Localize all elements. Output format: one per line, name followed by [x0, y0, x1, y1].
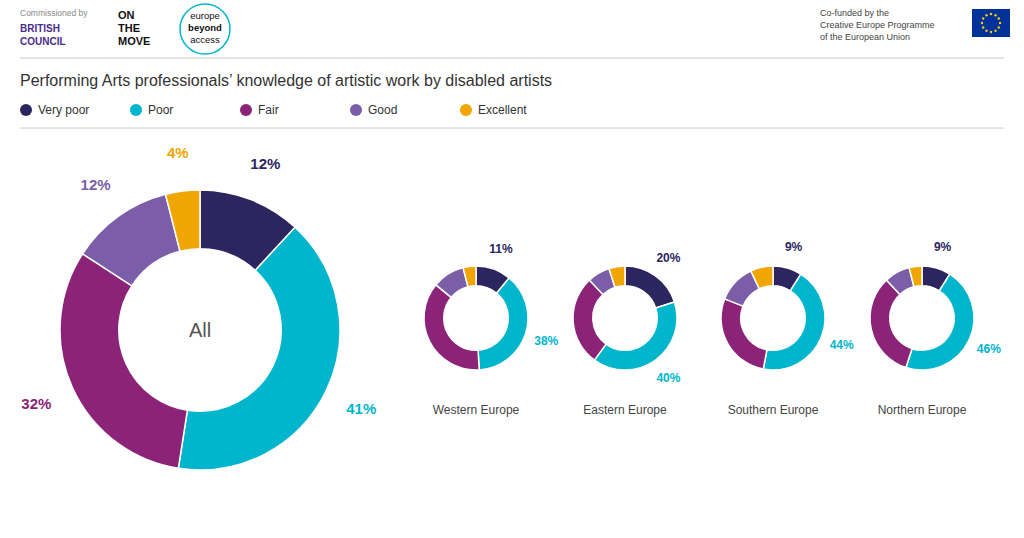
eu-star: [994, 30, 996, 32]
eu-star: [994, 14, 996, 16]
annotation: Commissioned by: [20, 8, 88, 18]
legend-label: Poor: [148, 103, 173, 117]
donut-label: Southern Europe: [728, 403, 819, 417]
donut-label: Western Europe: [433, 403, 520, 417]
donut: [721, 266, 825, 370]
data-label: 20%: [656, 251, 680, 265]
legend-swatch: [20, 104, 32, 116]
data-label: 9%: [785, 240, 803, 254]
legend-swatch: [460, 104, 472, 116]
eu-star: [981, 22, 983, 24]
legend-label: Excellent: [478, 103, 527, 117]
donut: [60, 190, 340, 470]
eu-star: [990, 31, 992, 33]
donut-segment: [436, 268, 468, 298]
eu-flag: [972, 9, 1010, 37]
header: Commissioned by BRITISH COUNCIL ONTHEMOVE eu…: [20, 4, 1010, 54]
legend-swatch: [130, 104, 142, 116]
donut: [424, 266, 528, 370]
data-label: 44%: [830, 338, 854, 352]
annotation: MOVE: [118, 35, 150, 47]
eu-star: [998, 17, 1000, 19]
data-label: 46%: [977, 342, 1001, 356]
data-label: 9%: [934, 240, 952, 254]
annotation: BRITISH: [20, 23, 60, 34]
chart: Commissioned by BRITISH COUNCIL ONTHEMOVE eu…: [0, 0, 1024, 538]
legend-label: Fair: [258, 103, 279, 117]
eu-star: [985, 30, 987, 32]
donut-segment: [178, 227, 340, 470]
donut-segment: [478, 278, 528, 370]
donut-segment: [166, 190, 200, 251]
separator: [20, 58, 1004, 59]
legend: Very poor Poor Fair Good Excellent: [20, 103, 527, 117]
data-label: 12%: [81, 176, 111, 193]
eu-star: [985, 14, 987, 16]
annotation: Creative Europe Programme: [820, 20, 935, 30]
data-label: 12%: [250, 155, 280, 172]
donut-segment: [751, 266, 773, 289]
eu-star: [982, 26, 984, 28]
data-label: 32%: [21, 395, 51, 412]
legend-swatch: [240, 104, 252, 116]
annotation: THE: [118, 22, 140, 34]
donut-label: Eastern Europe: [583, 403, 667, 417]
donut: [573, 266, 677, 370]
data-label: 40%: [656, 371, 680, 385]
data-label: 41%: [346, 400, 376, 417]
data-label: 4%: [167, 144, 189, 161]
annotation: europe: [190, 10, 220, 21]
annotation: ON: [118, 9, 135, 21]
legend-label: Very poor: [38, 103, 89, 117]
donut-segment: [625, 266, 674, 308]
donut: [870, 266, 974, 370]
legend-swatch: [350, 104, 362, 116]
donut-segment: [870, 280, 912, 367]
legend-label: Good: [368, 103, 397, 117]
separator: [20, 128, 1004, 129]
donut-segment: [60, 254, 187, 468]
annotation: COUNCIL: [20, 36, 66, 47]
donut-segment: [909, 266, 922, 287]
donut-segment: [83, 194, 180, 285]
annotation: beyond: [188, 22, 222, 33]
annotation: Co-funded by the: [820, 8, 889, 18]
center-label: All: [189, 319, 211, 341]
eu-star: [999, 22, 1001, 24]
eu-star: [982, 17, 984, 19]
donut-segment: [463, 266, 476, 287]
donut-segment: [609, 266, 625, 287]
donut-segment: [906, 274, 974, 370]
eu-star: [990, 13, 992, 15]
annotation: access: [190, 34, 220, 45]
eu-star: [998, 26, 1000, 28]
annotation: of the European Union: [820, 32, 910, 42]
donut-label: Northern Europe: [878, 403, 967, 417]
donut-segment: [763, 274, 825, 370]
donut-segment: [594, 302, 677, 370]
title: Performing Arts professionals’ knowledge…: [20, 72, 552, 89]
donut-segment: [721, 299, 767, 369]
logo-ring: [180, 4, 230, 54]
data-label: 38%: [534, 334, 558, 348]
data-label: 11%: [489, 242, 513, 256]
